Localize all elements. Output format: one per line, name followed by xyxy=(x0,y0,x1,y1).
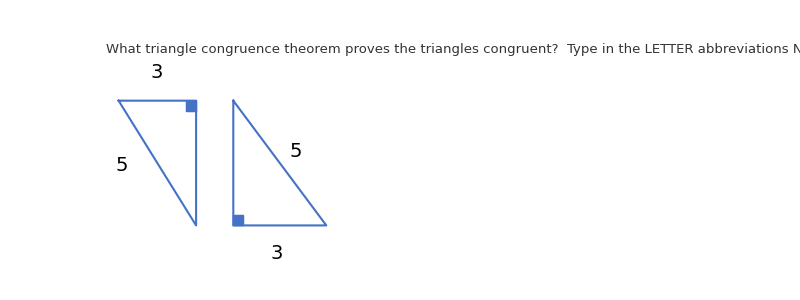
Polygon shape xyxy=(186,101,196,111)
Text: 5: 5 xyxy=(115,156,128,175)
Text: 3: 3 xyxy=(151,63,163,82)
Text: What triangle congruence theorem proves the triangles congruent?  Type in the LE: What triangle congruence theorem proves … xyxy=(106,43,800,56)
Text: 3: 3 xyxy=(270,244,283,263)
Text: 5: 5 xyxy=(289,142,302,161)
Polygon shape xyxy=(234,215,243,225)
